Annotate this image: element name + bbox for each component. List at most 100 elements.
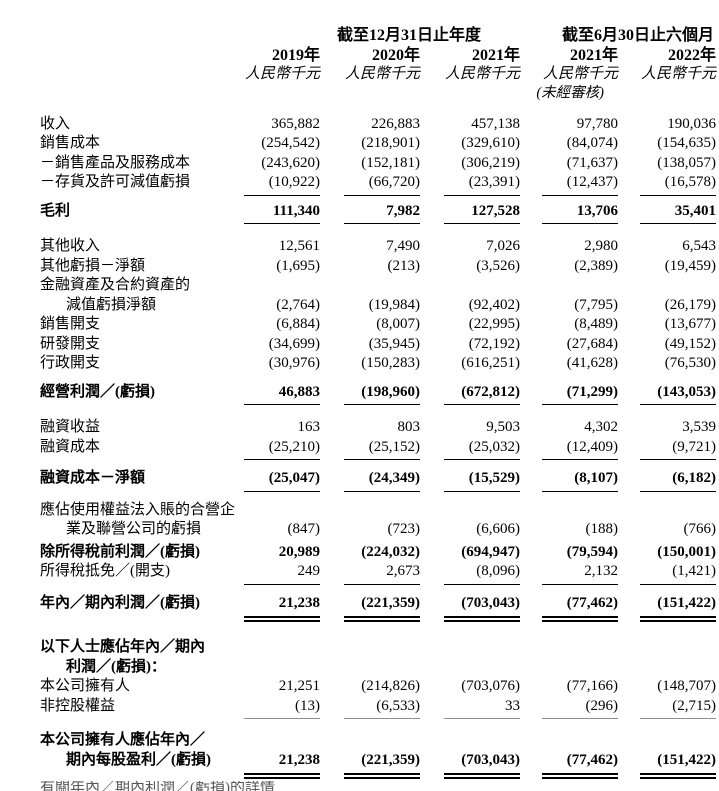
currency-unit-label-0: 人民幣千元 (244, 66, 320, 82)
value: 7,026 (486, 238, 520, 254)
value: (3,526) (476, 257, 520, 274)
value: (148,707) (657, 678, 716, 694)
value: (71,299) (542, 383, 618, 405)
value: (25,047) (244, 469, 320, 492)
value: 13,706 (542, 202, 618, 224)
value: (8,096) (444, 562, 520, 585)
value: (138,057) (657, 154, 716, 171)
value: (79,594) (566, 543, 618, 560)
value-cell: (143,053) (618, 383, 716, 405)
value: (723) (387, 521, 421, 537)
value-cell: (76,530) (618, 354, 716, 374)
row-label-continued: 利潤／(虧損)： (66, 658, 166, 675)
table-row: 經營利潤／(虧損) 46,883 (198,960) (672,812) (71,299… (40, 383, 716, 405)
table-row: 非控股權益 (13) (6,533) 33 (296) (2,715) (40, 697, 716, 719)
value: (672,812) (444, 383, 520, 405)
table-row: 研發開支 (34,699) (35,945) (72,192) (27,684) (49,… (40, 335, 716, 355)
value-cell: 12,561 (238, 237, 320, 257)
period-annual-header: 截至12月31日止年度 (336, 27, 481, 44)
table-row: 期內每股盈利／(虧損) 21,238 (221,359) (703,043) (77,4… (40, 751, 716, 780)
table-row: 銷售成本 (254,542) (218,901) (329,610) (84,074) (… (40, 134, 716, 154)
value-cell: 97,780 (520, 115, 618, 135)
value: (243,620) (261, 154, 320, 171)
currency-unit-label-3: 人民幣千元 (542, 66, 618, 82)
value-cell: (6,182) (618, 469, 716, 492)
value-cell: (224,032) (320, 543, 420, 563)
value: (77,462) (542, 751, 618, 780)
value-cell: 6,543 (618, 237, 716, 257)
value: (8,107) (542, 469, 618, 492)
value-cell: 2,132 (520, 562, 618, 585)
year-header-2: 2021年 (471, 46, 520, 64)
value-cell: (703,043) (420, 594, 520, 623)
value-cell: (723) (320, 520, 421, 540)
value: (703,076) (461, 678, 520, 694)
value-cell: (8,096) (420, 562, 520, 585)
row-label: 所得稅抵免／(開支) (40, 563, 170, 579)
row-label: 行政開支 (40, 355, 101, 371)
value: (6,533) (344, 697, 420, 719)
value-cell: (616,251) (420, 354, 520, 374)
value: (8,007) (376, 316, 420, 332)
value-cell: (243,620) (238, 154, 320, 174)
value: (12,409) (542, 438, 618, 460)
value-cell: (30,976) (238, 354, 320, 374)
value: (34,699) (268, 335, 320, 352)
value: 20,989 (278, 543, 320, 560)
value: 21,251 (278, 678, 320, 694)
value: 9,503 (486, 419, 520, 435)
row-label: 收入 (40, 115, 71, 132)
value-cell: 2,673 (320, 562, 420, 585)
value-cell: (2,389) (520, 257, 618, 277)
value-cell: 7,490 (320, 237, 420, 257)
value: (71,637) (566, 154, 618, 171)
value-cell: 3,539 (618, 418, 716, 438)
value: (6,606) (476, 521, 520, 537)
value-cell: (213) (320, 257, 421, 277)
value-cell: (49,152) (618, 335, 716, 355)
value: (16,578) (640, 173, 716, 196)
value: (6,182) (640, 469, 716, 492)
year-header-4: 2022年 (667, 46, 716, 64)
value: (13) (244, 697, 320, 719)
row-label: －存貨及許可減值虧損 (40, 174, 191, 190)
value-cell: (306,219) (420, 154, 520, 174)
value: (76,530) (664, 355, 716, 371)
header-spacer-cell (40, 46, 238, 66)
period-interim-header: 截至6月30日止六個月 (561, 27, 714, 44)
value: 12,561 (278, 238, 320, 254)
value-cell: (6,884) (238, 315, 320, 335)
value-cell: 20,989 (238, 543, 320, 563)
table-row: 其他收入 12,561 7,490 7,026 2,980 6,543 (40, 237, 716, 257)
value: (7,795) (574, 296, 618, 313)
value: 457,138 (471, 115, 520, 132)
table-row: －銷售產品及服務成本 (243,620) (152,181) (306,219) (71… (40, 154, 716, 174)
value: 803 (397, 419, 421, 435)
value: 3,539 (682, 419, 716, 435)
value-cell: (77,462) (520, 594, 618, 623)
value: 127,528 (444, 202, 520, 224)
value-cell: (3,526) (420, 257, 520, 277)
value-cell: (8,007) (320, 315, 420, 335)
row-label: 經營利潤／(虧損) (40, 383, 155, 400)
table-row: 除所得稅前利潤／(虧損) 20,989 (224,032) (694,947) (79,… (40, 543, 716, 563)
value: (616,251) (461, 355, 520, 371)
value: 33 (444, 697, 520, 719)
row-label: 年內／期內利潤／(虧損) (40, 594, 200, 611)
row-label: 其他虧損－淨額 (40, 257, 146, 274)
value-cell: (766) (618, 520, 717, 540)
value: (703,043) (444, 594, 520, 623)
value: (151,422) (640, 751, 716, 780)
value-cell: (154,635) (618, 134, 716, 154)
row-label: 毛利 (40, 202, 71, 219)
value-cell: (329,610) (420, 134, 520, 154)
value-cell: 226,883 (320, 115, 420, 135)
value: (150,283) (361, 355, 420, 371)
table-row: 融資收益 163 803 9,503 4,302 3,539 (40, 418, 716, 438)
value-cell: (34,699) (238, 335, 320, 355)
value: (24,349) (344, 469, 420, 492)
value-cell: (138,057) (618, 154, 716, 174)
currency-unit-label-4: 人民幣千元 (640, 66, 716, 82)
value: (35,945) (368, 335, 420, 352)
value-cell: 13,706 (520, 202, 618, 224)
